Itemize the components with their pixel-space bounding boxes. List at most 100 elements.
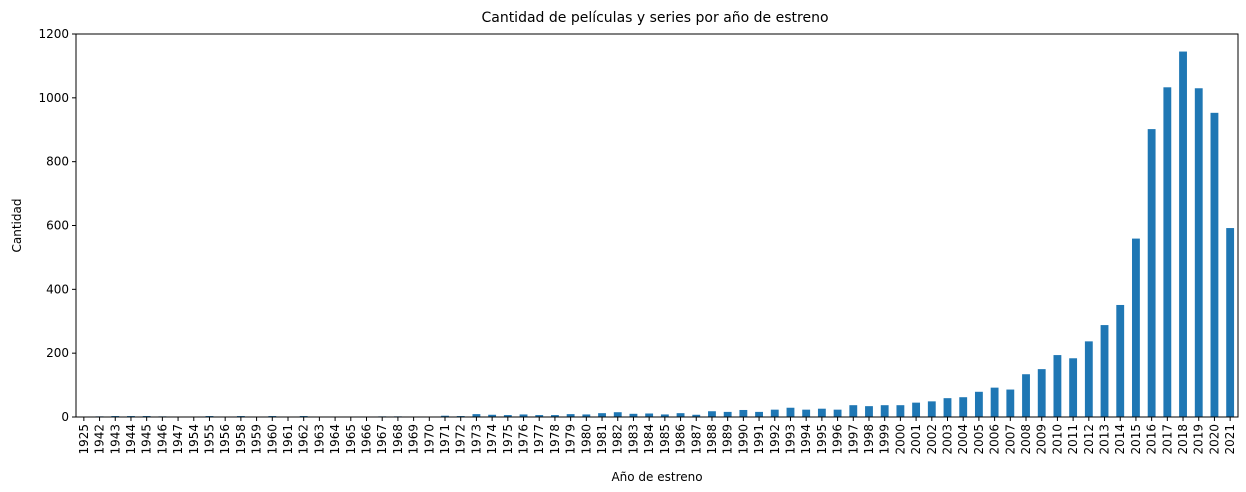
bar-1974 — [488, 414, 497, 417]
x-tick-label: 1960 — [265, 424, 279, 455]
x-tick-label: 1969 — [407, 424, 421, 455]
y-tick-label: 200 — [46, 346, 69, 360]
x-tick-label: 1974 — [485, 424, 499, 455]
x-tick-label: 1977 — [532, 424, 546, 455]
x-tick-label: 1965 — [344, 424, 358, 455]
bar-2007 — [1006, 389, 1015, 417]
bar-1973 — [472, 414, 481, 417]
bar-1981 — [598, 413, 606, 417]
bar-1997 — [849, 405, 858, 417]
x-tick-label: 2014 — [1113, 424, 1127, 455]
bar-1990 — [739, 409, 748, 417]
x-tick-label: 1981 — [595, 424, 609, 455]
x-tick-label: 1990 — [736, 424, 750, 455]
x-tick-label: 2012 — [1082, 424, 1096, 455]
bar-1979 — [566, 414, 575, 417]
bar-2001 — [912, 402, 921, 417]
x-tick-label: 1991 — [752, 424, 766, 455]
x-tick-label: 1943 — [108, 424, 122, 455]
x-tick-label: 2003 — [941, 424, 955, 455]
x-tick-label: 1978 — [548, 424, 562, 455]
y-tick-label: 0 — [61, 410, 69, 424]
bar-1992 — [770, 409, 779, 417]
x-tick-label: 1992 — [768, 424, 782, 455]
x-tick-label: 1958 — [234, 424, 248, 455]
x-tick-label: 1980 — [579, 424, 593, 455]
x-tick-label: 1945 — [140, 424, 154, 455]
bars — [79, 51, 1235, 418]
x-tick-label: 1944 — [124, 424, 138, 455]
x-tick-label: 1975 — [501, 424, 515, 455]
x-tick-label: 1967 — [375, 424, 389, 455]
bar-1994 — [802, 409, 811, 417]
bar-1988 — [708, 411, 716, 417]
x-tick-label: 2016 — [1145, 424, 1159, 455]
x-axis-label: Año de estreno — [611, 470, 702, 484]
x-tick-label: 1942 — [93, 424, 107, 455]
bar-1998 — [865, 406, 873, 417]
x-tick-label: 1955 — [202, 424, 216, 455]
bar-2021 — [1226, 228, 1235, 417]
x-axis: 1925 1942 1943 1944 1945 1946 1947 1954 1955 1956… — [77, 417, 1237, 455]
bar-1982 — [613, 412, 622, 417]
x-tick-label: 1987 — [689, 424, 703, 455]
x-tick-label: 2009 — [1035, 424, 1049, 455]
y-tick-label: 1200 — [38, 27, 69, 41]
x-tick-label: 1970 — [422, 424, 436, 455]
x-tick-label: 1954 — [187, 424, 201, 455]
x-tick-label: 2005 — [972, 424, 986, 455]
bar-2002 — [927, 401, 936, 417]
bar-2019 — [1194, 88, 1203, 417]
bar-1980 — [582, 414, 591, 417]
x-tick-label: 2001 — [909, 424, 923, 455]
bar-2020 — [1210, 112, 1219, 417]
y-axis: 0 200 400 600 800 1000 1200 — [38, 27, 76, 424]
plot-frame — [75, 33, 1239, 418]
x-tick-label: 1989 — [721, 424, 735, 455]
x-tick-label: 2020 — [1207, 424, 1221, 455]
x-tick-label: 1982 — [611, 424, 625, 455]
x-tick-label: 1947 — [171, 424, 185, 455]
x-tick-label: 2006 — [988, 424, 1002, 455]
x-tick-label: 1946 — [155, 424, 169, 455]
x-tick-label: 1971 — [438, 424, 452, 455]
y-tick-label: 800 — [46, 155, 69, 169]
bar-2016 — [1147, 129, 1156, 418]
bar-2017 — [1163, 87, 1172, 418]
x-tick-label: 2019 — [1192, 424, 1206, 455]
bar-1978 — [551, 415, 559, 417]
x-tick-label: 2018 — [1176, 424, 1190, 455]
bar-2009 — [1037, 369, 1046, 418]
x-tick-label: 1999 — [878, 424, 892, 455]
bar-1999 — [880, 405, 889, 417]
x-tick-label: 2021 — [1223, 424, 1237, 455]
bar-1991 — [755, 411, 763, 417]
x-tick-label: 1986 — [674, 424, 688, 455]
x-tick-label: 1984 — [642, 424, 656, 455]
bar-1976 — [519, 414, 528, 417]
x-tick-label: 2007 — [1003, 424, 1017, 455]
bar-1993 — [786, 407, 795, 417]
x-tick-label: 1956 — [218, 424, 232, 455]
x-tick-label: 1959 — [250, 424, 264, 455]
bar-2010 — [1053, 355, 1062, 417]
x-tick-label: 2008 — [1019, 424, 1033, 455]
bar-2005 — [974, 391, 983, 417]
x-tick-label: 1972 — [454, 424, 468, 455]
bar-1995 — [817, 408, 826, 417]
x-tick-label: 1968 — [391, 424, 405, 455]
bar-1985 — [660, 414, 669, 417]
bar-2008 — [1022, 374, 1030, 417]
x-tick-label: 1966 — [360, 424, 374, 455]
x-tick-label: 1976 — [517, 424, 531, 455]
bar-2018 — [1179, 51, 1187, 418]
bar-1984 — [645, 413, 654, 417]
bar-1977 — [535, 415, 544, 417]
x-tick-label: 1964 — [328, 424, 342, 455]
x-tick-label: 2004 — [956, 424, 970, 455]
y-axis-label: Cantidad — [10, 199, 24, 253]
x-tick-label: 2017 — [1160, 424, 1174, 455]
bar-1983 — [629, 413, 638, 417]
x-tick-label: 2002 — [925, 424, 939, 455]
bar-1987 — [692, 414, 701, 417]
